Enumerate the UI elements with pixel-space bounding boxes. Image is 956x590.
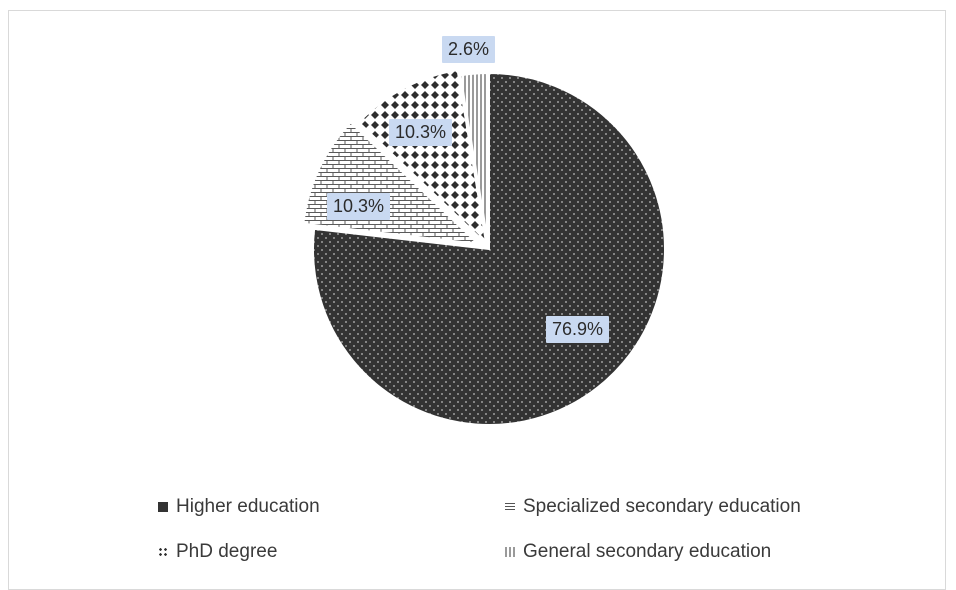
legend-label: PhD degree [176,541,278,562]
legend-item-phd: PhD degree [158,541,277,563]
legend-swatch-diamond-icon [158,547,168,557]
legend-label: Higher education [176,496,320,517]
pie-data-label: 10.3% [389,119,453,146]
legend-item-higher-education: Higher education [158,496,320,518]
legend-item-specialized-secondary: Specialized secondary education [505,496,801,518]
pie-data-label: 10.3% [327,193,391,220]
pie-slice-general-secondary [459,71,490,250]
legend-label: Specialized secondary education [523,496,801,517]
pie-data-label: 2.6% [442,36,496,63]
pie-slice-phd [357,68,488,247]
legend-label: General secondary education [523,541,772,562]
legend-item-general-secondary: General secondary education [505,541,771,563]
pie-chart [302,68,666,426]
legend-swatch-dots-icon [158,502,168,512]
legend-swatch-brick-icon [505,502,515,512]
pie-data-label: 76.9% [546,316,610,343]
legend-swatch-lines-icon [505,547,515,557]
